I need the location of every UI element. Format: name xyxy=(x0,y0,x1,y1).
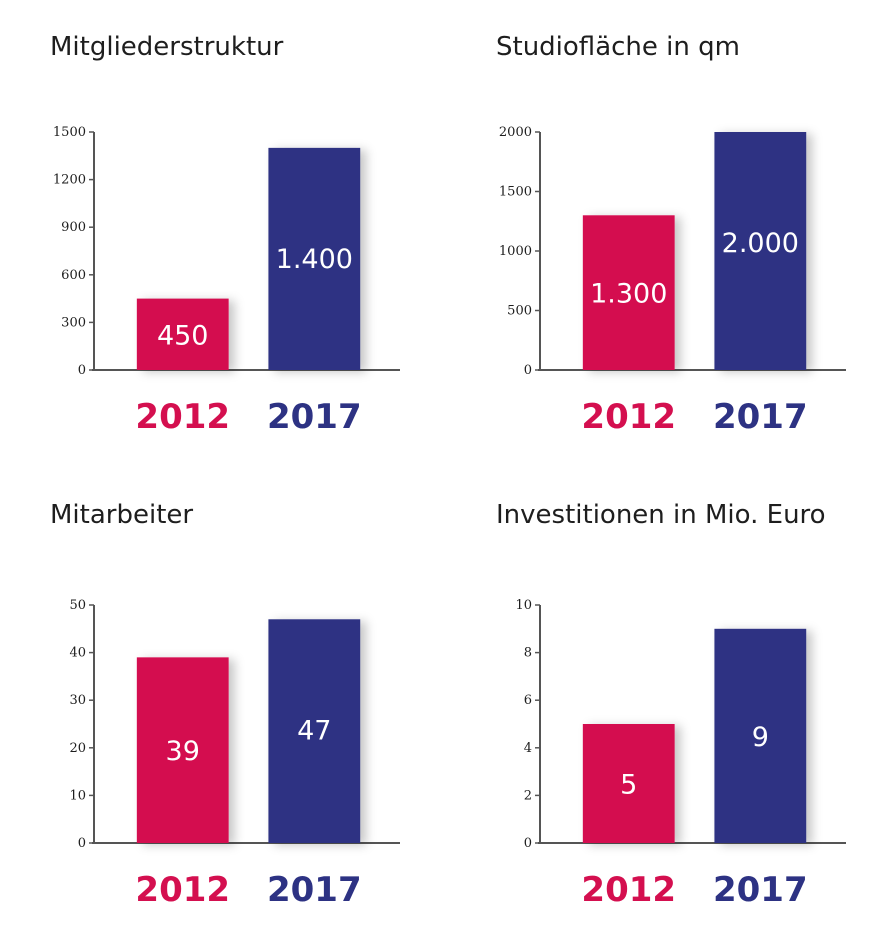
bar-chart-studioflaeche: 0 500 1000 1500 2000 1.300 2012 2.000 2017 xyxy=(499,125,846,437)
y-tick-label: 900 xyxy=(61,220,86,235)
chart-panel-mitgliederstruktur: Mitgliederstruktur 0 300 600 900 1200 1500 450… xyxy=(50,32,410,442)
y-tick-label: 0 xyxy=(78,836,86,851)
category-label-2012: 2012 xyxy=(135,870,230,910)
bar-value-label: 1.300 xyxy=(590,279,667,310)
bar-value-label: 39 xyxy=(166,736,200,767)
y-tick-label: 1500 xyxy=(499,185,532,200)
chart-title: Mitgliederstruktur xyxy=(50,32,284,62)
chart-panel-mitarbeiter: Mitarbeiter 0 10 20 30 40 50 39 2012 47 2017 xyxy=(50,500,410,910)
bar-2017 xyxy=(714,132,807,370)
y-tick-label: 10 xyxy=(69,788,86,803)
bar-value-label: 2.000 xyxy=(722,228,799,259)
category-label-2017: 2017 xyxy=(267,870,362,910)
bar-2012 xyxy=(582,215,675,370)
category-label-2017: 2017 xyxy=(713,397,808,437)
bar-2017 xyxy=(268,619,361,843)
y-tick-label: 2000 xyxy=(499,125,532,140)
y-tick-label: 0 xyxy=(78,363,86,378)
bar-value-label: 1.400 xyxy=(276,244,353,275)
bar-chart-mitgliederstruktur: 0 300 600 900 1200 1500 450 2012 1.400 2017 xyxy=(53,125,400,437)
category-label-2012: 2012 xyxy=(135,397,230,437)
category-label-2012: 2012 xyxy=(581,870,676,910)
chart-panel-investitionen: Investitionen in Mio. Euro 0 2 4 6 8 10 5 2012 9… xyxy=(496,500,856,910)
y-tick-label: 500 xyxy=(507,304,532,319)
y-tick-label: 600 xyxy=(61,268,86,283)
bar-2012 xyxy=(582,724,675,843)
category-label-2017: 2017 xyxy=(713,870,808,910)
chart-title: Mitarbeiter xyxy=(50,500,194,530)
category-label-2012: 2012 xyxy=(581,397,676,437)
bar-value-label: 450 xyxy=(157,320,209,351)
y-tick-label: 8 xyxy=(524,646,532,661)
y-tick-label: 10 xyxy=(515,598,532,613)
bar-2017 xyxy=(714,628,807,843)
y-tick-label: 0 xyxy=(524,836,532,851)
bar-2012 xyxy=(136,657,229,843)
chart-title: Studiofläche in qm xyxy=(496,32,740,62)
bar-value-label: 47 xyxy=(297,715,331,746)
y-tick-label: 6 xyxy=(524,693,532,708)
chart-title: Investitionen in Mio. Euro xyxy=(496,500,826,530)
bar-value-label: 5 xyxy=(620,770,637,801)
y-tick-label: 30 xyxy=(69,693,86,708)
bar-chart-investitionen: 0 2 4 6 8 10 5 2012 9 2017 xyxy=(515,598,846,910)
y-tick-label: 2 xyxy=(524,788,532,803)
y-tick-label: 0 xyxy=(524,363,532,378)
bar-2017 xyxy=(268,147,361,370)
y-tick-label: 40 xyxy=(69,646,86,661)
y-tick-label: 1500 xyxy=(53,125,86,140)
bar-value-label: 9 xyxy=(752,722,769,753)
y-tick-label: 300 xyxy=(61,315,86,330)
y-tick-label: 1000 xyxy=(499,244,532,259)
y-tick-label: 20 xyxy=(69,741,86,756)
chart-panel-studioflaeche: Studiofläche in qm 0 500 1000 1500 2000 1.300… xyxy=(496,32,856,442)
category-label-2017: 2017 xyxy=(267,397,362,437)
y-tick-label: 50 xyxy=(69,598,86,613)
y-tick-label: 4 xyxy=(524,741,532,756)
bar-chart-mitarbeiter: 0 10 20 30 40 50 39 2012 47 2017 xyxy=(69,598,400,910)
bar-2012 xyxy=(136,298,229,370)
y-tick-label: 1200 xyxy=(53,173,86,188)
